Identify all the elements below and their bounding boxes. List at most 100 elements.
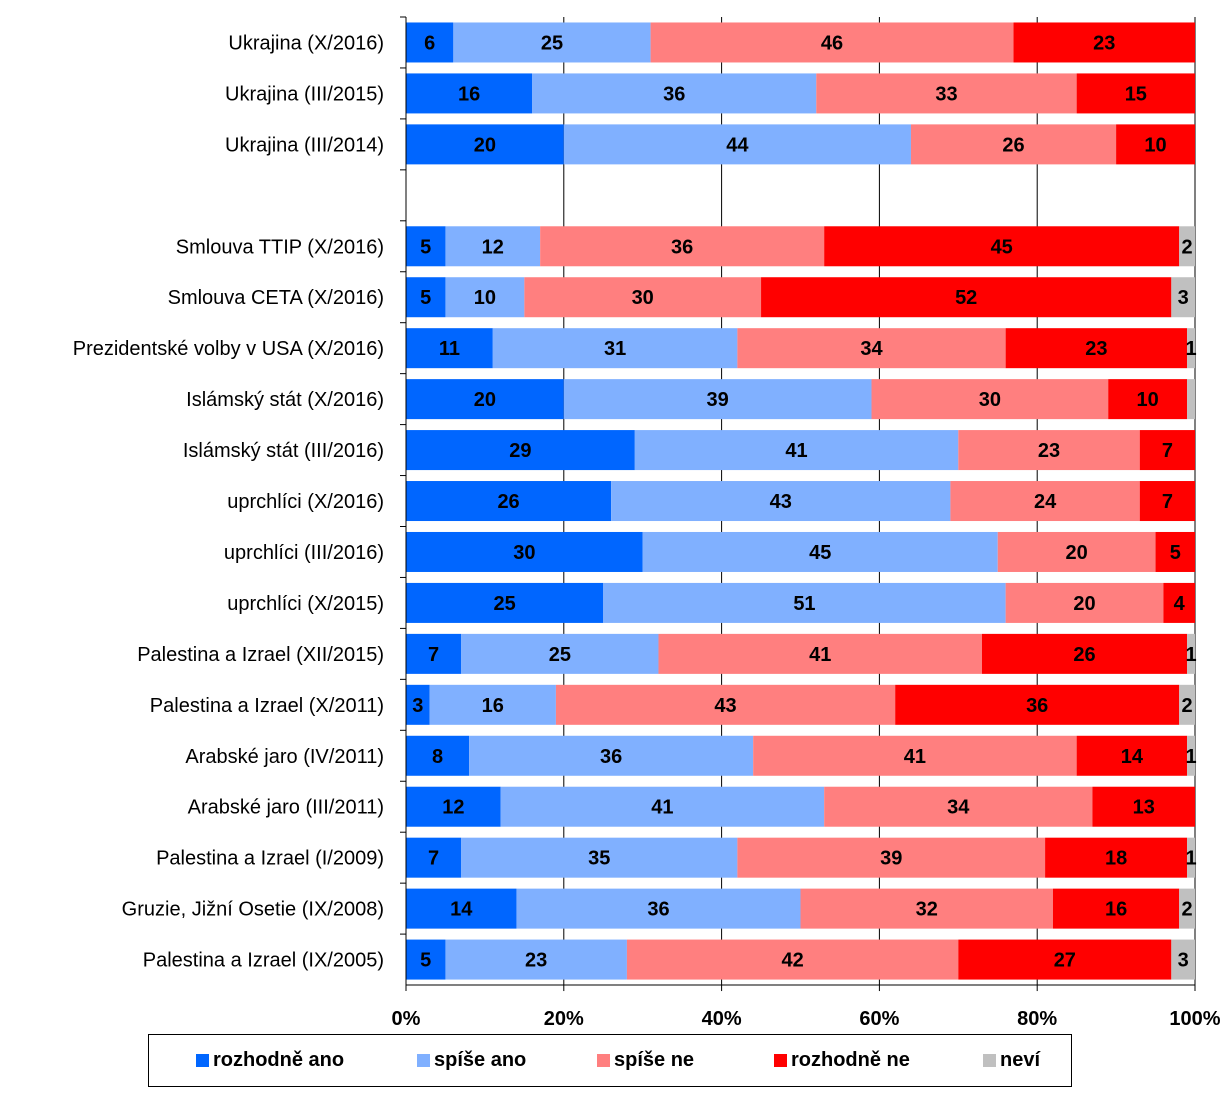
legend-label: rozhodně ne (791, 1049, 910, 1071)
bar-segment-spise-ano (429, 684, 556, 725)
bar-segment-rozhodne-ano (406, 786, 501, 827)
bar-value-label: 16 (458, 83, 480, 105)
bar-value-label: 43 (714, 695, 736, 717)
category-label: Ukrajina (III/2014) (225, 134, 384, 156)
bar-value-label: 15 (1125, 83, 1147, 105)
legend-item-spise-ano: spíše ano (417, 1035, 526, 1086)
bar-segment-spise-ne (871, 379, 1109, 420)
bar-segment-rozhodne-ne (1005, 328, 1188, 369)
bar-value-label: 23 (525, 950, 547, 972)
bar-value-label: 16 (1105, 899, 1127, 921)
bar-segment-spise-ano (611, 481, 951, 522)
bar-value-label: 26 (1002, 134, 1024, 156)
x-tick-label: 100% (1169, 1008, 1220, 1030)
bar-value-label: 41 (651, 797, 673, 819)
bar-segment-spise-ano (500, 786, 825, 827)
category-label: Palestina a Izrael (X/2011) (150, 695, 384, 717)
bar-segment-spise-ne (950, 481, 1140, 522)
bar-segment-spise-ano (532, 73, 817, 114)
x-tick-label: 20% (544, 1008, 584, 1030)
legend-item-rozhodne-ne: rozhodně ne (774, 1035, 910, 1086)
legend-label: spíše ano (434, 1049, 527, 1071)
bar-segment-spise-ne (824, 786, 1093, 827)
bar-value-label: 36 (647, 899, 669, 921)
bar-value-label: 45 (809, 542, 831, 564)
bar-segment-rozhodne-ne (1045, 837, 1188, 878)
bar-value-label: 1 (1185, 848, 1196, 870)
bar-value-label: 10 (474, 287, 496, 309)
bar-value-label: 30 (513, 542, 535, 564)
bar-value-label: 5 (1170, 542, 1181, 564)
bar-segment-rozhodne-ano (406, 22, 454, 63)
bar-segment-spise-ne (737, 837, 1046, 878)
bar-segment-rozhodne-ne (958, 939, 1172, 980)
bar-segment-rozhodne-ne (761, 277, 1172, 318)
category-label: Arabské jaro (III/2011) (188, 797, 384, 819)
bar-segment-spise-ano (642, 531, 998, 572)
category-label: uprchlíci (III/2016) (224, 542, 384, 564)
bar-segment-rozhodne-ano (406, 633, 462, 674)
category-label: Smlouva TTIP (X/2016) (176, 236, 384, 258)
bar-value-label: 2 (1182, 236, 1193, 258)
category-label: uprchlíci (X/2016) (227, 491, 384, 513)
bar-segment-spise-ano (445, 226, 541, 267)
bar-value-label: 39 (880, 848, 902, 870)
axes (400, 16, 1196, 992)
bar-segment-rozhodne-ano (406, 226, 446, 267)
bar-value-label: 45 (991, 236, 1013, 258)
bar-segment-rozhodne-ne (1052, 888, 1180, 929)
bar-value-label: 39 (707, 389, 729, 411)
bar-value-label: 6 (424, 32, 435, 54)
bar-segment-rozhodne-ano (406, 73, 533, 114)
bar-segment-rozhodne-ne (1108, 379, 1188, 420)
bar-segment-spise-ano (603, 582, 1006, 623)
bar-segment-spise-ano (445, 939, 627, 980)
bar-value-label: 36 (600, 746, 622, 768)
bar-segment-rozhodne-ne (824, 226, 1180, 267)
bar-value-label: 3 (1178, 950, 1189, 972)
bar-segment-rozhodne-ano (406, 837, 462, 878)
bar-segment-spise-ne (658, 633, 982, 674)
bar-segment-spise-ano (469, 735, 754, 776)
category-label: Smlouva CETA (X/2016) (168, 287, 384, 309)
bar-value-label: 34 (947, 797, 970, 819)
bar-segment-nevi (1171, 939, 1195, 980)
category-labels: Ukrajina (X/2016) Ukrajina (III/2015) Ukra… (73, 32, 384, 971)
bar-value-label: 1 (1185, 644, 1196, 666)
bar-segment-rozhodne-ano (406, 684, 430, 725)
bar-segment-nevi (1179, 226, 1195, 267)
bar-value-label: 26 (1073, 644, 1095, 666)
bar-segment-rozhodne-ano (406, 481, 612, 522)
bar-value-label: 7 (428, 644, 439, 666)
bar-segment-rozhodne-ano (406, 124, 564, 165)
bar-segment-spise-ne (997, 531, 1156, 572)
legend-item-rozhodne-ano: rozhodně ano (196, 1035, 344, 1086)
bar-value-label: 4 (1174, 593, 1186, 615)
bar-segment-rozhodne-ne (1076, 735, 1188, 776)
bar-segment-spise-ne (753, 735, 1077, 776)
bar-value-label: 27 (1054, 950, 1076, 972)
bar-value-label: 36 (663, 83, 685, 105)
bar-value-label: 14 (450, 899, 473, 921)
category-label: Islámský stát (III/2016) (183, 440, 384, 462)
bar-segment-spise-ne (650, 22, 1014, 63)
legend-item-nevi: neví (983, 1035, 1040, 1086)
bar-value-label: 25 (494, 593, 516, 615)
bar-segment-spise-ano (492, 328, 738, 369)
bar-value-label: 20 (474, 134, 496, 156)
bar-value-label: 2 (1182, 899, 1193, 921)
bar-segment-rozhodne-ano (406, 888, 517, 929)
legend: rozhodně ano spíše ano spíše ne rozhodně ne… (148, 1034, 1072, 1087)
bar-value-label: 52 (955, 287, 977, 309)
category-label: Arabské jaro (IV/2011) (185, 746, 384, 768)
bar-segment-spise-ne (910, 124, 1117, 165)
bar-segment-nevi (1187, 379, 1195, 420)
bar-segment-rozhodne-ne (1139, 430, 1195, 471)
legend-swatch (196, 1054, 209, 1067)
x-tick-label: 60% (859, 1008, 899, 1030)
category-label: Ukrajina (X/2016) (228, 32, 384, 54)
x-tick-label: 80% (1017, 1008, 1057, 1030)
category-label: Palestina a Izrael (XII/2015) (137, 644, 384, 666)
